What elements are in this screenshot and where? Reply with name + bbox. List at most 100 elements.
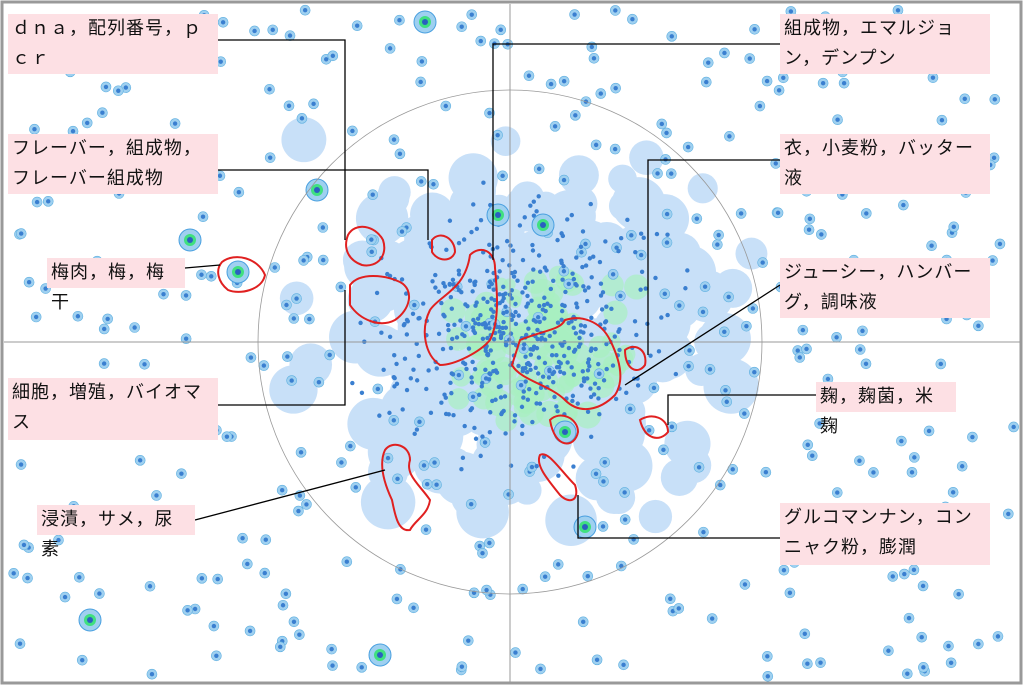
- density-blob: [247, 628, 253, 634]
- density-blob: [582, 323, 588, 329]
- density-blob: [482, 440, 488, 445]
- density-blob: [548, 286, 554, 292]
- density-blob: [552, 330, 557, 335]
- density-blob: [558, 155, 599, 196]
- density-blob: [635, 383, 641, 388]
- leader-line: [624, 284, 781, 386]
- density-blob: [656, 349, 662, 354]
- density-blob: [397, 17, 402, 23]
- cluster-label: 浸漬，サメ，尿素: [37, 505, 195, 560]
- density-blob: [549, 353, 555, 358]
- density-blob: [520, 423, 525, 429]
- density-blob: [536, 355, 542, 360]
- density-blob: [34, 199, 40, 205]
- density-blob: [618, 236, 624, 241]
- density-blob: [344, 244, 390, 290]
- density-blob: [354, 23, 360, 28]
- density-blob: [565, 217, 570, 222]
- density-blob: [582, 524, 588, 530]
- density-blob: [787, 590, 793, 596]
- density-blob: [434, 366, 439, 371]
- cluster-label: 梅肉，梅，梅干: [47, 258, 185, 313]
- density-blob: [272, 265, 278, 270]
- density-blob: [478, 38, 483, 44]
- density-blob: [639, 269, 645, 274]
- density-blob: [519, 404, 525, 410]
- density-blob: [497, 269, 502, 274]
- density-blob: [486, 284, 492, 289]
- density-blob: [449, 306, 455, 311]
- density-blob: [530, 419, 535, 425]
- density-blob: [498, 395, 504, 400]
- density-blob: [574, 305, 580, 310]
- highlight-outlines: [217, 225, 670, 532]
- density-blob: [701, 529, 706, 535]
- density-blob: [85, 120, 90, 126]
- density-blob: [956, 591, 961, 597]
- density-blob: [820, 80, 826, 86]
- density-blob: [424, 386, 429, 392]
- density-blob: [726, 294, 731, 300]
- density-blob: [616, 248, 621, 254]
- density-blob: [330, 53, 336, 59]
- density-blob: [596, 385, 601, 391]
- density-blob: [546, 375, 552, 380]
- cluster-outline: [431, 234, 457, 261]
- density-blob: [504, 238, 510, 244]
- density-blob: [307, 316, 312, 322]
- density-blob: [199, 272, 204, 277]
- density-blob: [482, 320, 487, 326]
- density-blob: [451, 413, 456, 418]
- density-blob: [921, 665, 926, 670]
- density-blob: [702, 284, 708, 289]
- density-blob: [452, 322, 457, 327]
- density-blob: [472, 425, 477, 431]
- density-blob: [555, 408, 560, 414]
- density-blob: [289, 343, 333, 386]
- density-blob: [747, 56, 752, 61]
- density-blob: [624, 390, 629, 395]
- density-blob: [480, 434, 485, 439]
- density-blob: [240, 536, 245, 541]
- density-blob: [920, 583, 926, 589]
- density-blob: [571, 325, 576, 330]
- density-blob: [578, 329, 583, 334]
- density-blob: [669, 34, 674, 39]
- density-blob: [77, 575, 82, 580]
- density-blob: [534, 209, 539, 214]
- density-blob: [653, 275, 658, 281]
- density-blob: [668, 596, 673, 602]
- density-blob: [358, 320, 363, 326]
- density-blob: [339, 460, 344, 465]
- density-blob: [648, 353, 653, 358]
- density-blob: [529, 298, 534, 303]
- density-blob: [11, 571, 16, 576]
- density-blob: [395, 476, 400, 482]
- density-blob: [538, 385, 544, 391]
- density-blob: [919, 635, 924, 640]
- density-blob: [603, 239, 608, 244]
- density-blob: [580, 369, 585, 374]
- cluster-outline: [638, 415, 670, 439]
- density-blob: [487, 326, 492, 331]
- leader-line: [667, 394, 816, 425]
- density-blob: [522, 215, 527, 220]
- density-blob: [536, 253, 542, 258]
- density-blob: [600, 524, 606, 529]
- density-blob: [561, 371, 567, 376]
- density-blob: [280, 603, 286, 608]
- density-blob: [599, 307, 605, 312]
- density-blob: [645, 321, 650, 327]
- density-blob: [513, 389, 538, 414]
- density-blob: [727, 134, 732, 139]
- density-blob: [526, 360, 531, 366]
- density-blob: [456, 287, 462, 293]
- density-blob: [939, 117, 945, 123]
- density-regions: [8, 4, 1019, 682]
- density-blob: [374, 290, 380, 296]
- density-blob: [698, 313, 751, 366]
- density-blob: [412, 431, 417, 437]
- density-blob: [97, 591, 102, 596]
- density-blob: [525, 301, 531, 306]
- density-blob: [392, 375, 397, 381]
